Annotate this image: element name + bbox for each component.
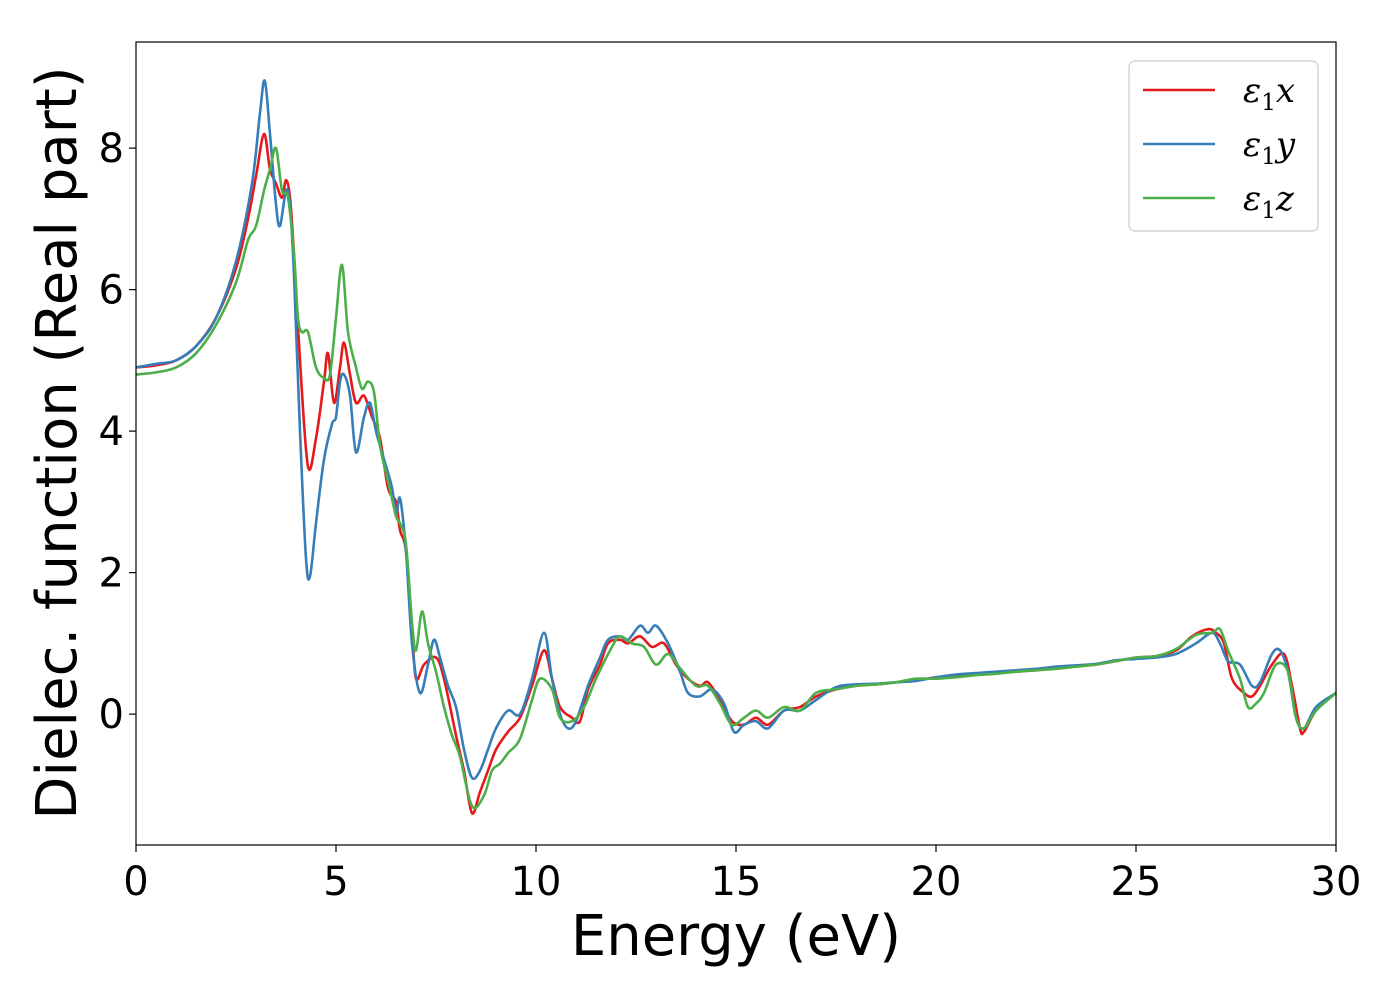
x-axis-title: Energy (eV) xyxy=(571,904,901,969)
x-tick-label: 20 xyxy=(911,859,962,905)
y-tick-label: 2 xyxy=(99,551,124,597)
x-axis: 0 5 10 15 20 25 30 xyxy=(123,845,1361,905)
x-tick-label: 5 xyxy=(323,859,348,905)
legend-label-x: ε1x xyxy=(1243,71,1295,116)
legend-label-y: ε1y xyxy=(1243,125,1296,170)
x-tick-label: 10 xyxy=(511,859,562,905)
plot-area xyxy=(135,79,1337,815)
y-tick-label: 4 xyxy=(99,409,124,455)
x-tick-label: 0 xyxy=(123,859,148,905)
legend-box xyxy=(1128,60,1319,232)
x-tick-label: 30 xyxy=(1311,859,1362,905)
y-axis: 0 2 4 6 8 xyxy=(99,126,136,738)
series-line-x xyxy=(135,132,1337,815)
y-tick-label: 6 xyxy=(99,268,124,314)
legend: ε1x ε1y ε1z xyxy=(1128,60,1319,232)
y-tick-label: 8 xyxy=(99,126,124,172)
x-tick-label: 15 xyxy=(711,859,762,905)
y-tick-label: 0 xyxy=(99,692,124,738)
y-axis-title: Dielec. function (Real part) xyxy=(25,66,90,819)
series-line-z xyxy=(135,146,1337,810)
legend-label-z: ε1z xyxy=(1243,179,1295,224)
x-tick-label: 25 xyxy=(1111,859,1162,905)
